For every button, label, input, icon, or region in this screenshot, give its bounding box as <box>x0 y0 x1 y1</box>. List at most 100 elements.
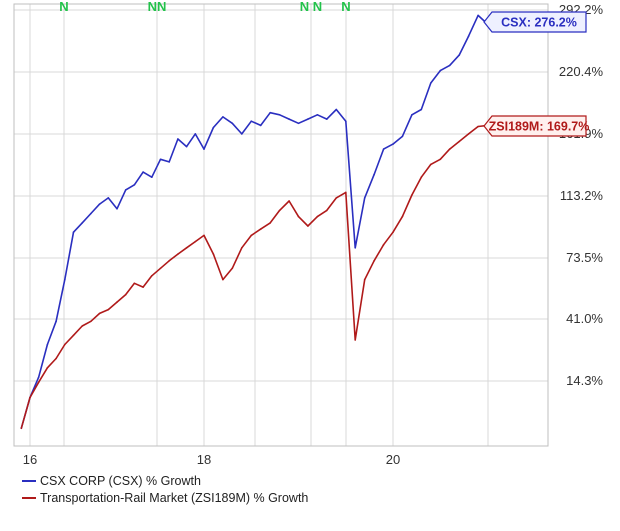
data-point-csx-19 <box>185 145 188 148</box>
data-point-csx-36 <box>345 120 347 122</box>
data-point-csx-26 <box>250 120 253 122</box>
data-point-csx-12 <box>124 189 127 191</box>
data-point-csx-25 <box>241 133 243 135</box>
data-point-rail-47 <box>448 148 451 150</box>
data-point-rail-46 <box>439 158 442 161</box>
data-point-rail-25 <box>241 247 243 249</box>
series-lines <box>20 14 489 430</box>
data-point-rail-29 <box>278 209 281 212</box>
data-point-rail-1 <box>29 396 31 399</box>
data-point-csx-11 <box>116 208 118 210</box>
data-point-rail-26 <box>250 234 253 237</box>
data-point-csx-21 <box>203 148 205 150</box>
data-point-rail-22 <box>212 253 215 255</box>
data-point-csx-10 <box>107 197 110 199</box>
series-line-csx <box>20 14 489 429</box>
data-point-csx-13 <box>133 184 136 186</box>
data-point-csx-8 <box>90 212 92 215</box>
data-point-csx-14 <box>142 171 144 173</box>
event-marker-2: N N <box>300 0 322 14</box>
event-marker-0: N <box>59 0 68 14</box>
data-point-csx-23 <box>222 116 224 118</box>
data-point-rail-6 <box>72 334 75 337</box>
plot-frame <box>13 3 549 447</box>
data-point-csx-16 <box>159 158 162 161</box>
data-point-csx-22 <box>212 126 215 129</box>
data-point-rail-20 <box>194 240 197 243</box>
x-tick-label-1: 18 <box>197 452 211 467</box>
data-point-rail-3 <box>46 367 49 369</box>
y-tick-label-1: 220.4% <box>559 64 604 79</box>
series-callouts: CSX: 276.2% ZSI189M: 169.7% <box>483 11 590 137</box>
event-marker-1: NN <box>148 0 167 14</box>
data-point-rail-33 <box>316 215 319 218</box>
callout-csx: CSX: 276.2% <box>483 11 587 33</box>
data-point-rail-12 <box>124 293 127 296</box>
data-point-rail-7 <box>81 325 83 327</box>
data-point-rail-28 <box>269 222 272 224</box>
data-point-csx-48 <box>458 54 461 56</box>
data-point-rail-42 <box>401 215 404 218</box>
data-point-rail-49 <box>467 133 470 135</box>
data-point-rail-31 <box>297 215 300 218</box>
data-point-rail-2 <box>37 381 40 384</box>
data-point-csx-24 <box>231 122 234 125</box>
y-tick-label-4: 73.5% <box>566 250 603 265</box>
legend-label-rail: Transportation-Rail Market (ZSI189M) % G… <box>40 491 308 505</box>
legend: CSX CORP (CSX) % Growth Transportation-R… <box>22 474 308 505</box>
data-point-rail-10 <box>107 308 110 311</box>
callout-label-rail: ZSI189M: 169.7% <box>489 120 590 134</box>
data-point-rail-34 <box>326 209 328 212</box>
callout-box-csx <box>483 11 587 33</box>
y-tick-label-3: 113.2% <box>560 188 604 203</box>
data-point-rail-43 <box>411 194 413 196</box>
data-point-csx-6 <box>72 231 75 233</box>
data-point-csx-45 <box>430 82 432 84</box>
data-point-rail-37 <box>354 339 357 341</box>
callout-rail: ZSI189M: 169.7% <box>483 115 590 137</box>
data-point-csx-32 <box>307 118 309 120</box>
data-point-csx-47 <box>448 64 451 67</box>
data-point-csx-43 <box>411 114 413 116</box>
legend-label-csx: CSX CORP (CSX) % Growth <box>40 474 201 488</box>
data-point-rail-50 <box>477 125 479 128</box>
data-point-csx-29 <box>278 114 281 116</box>
data-point-csx-37 <box>354 247 357 249</box>
data-point-rail-39 <box>373 260 375 262</box>
data-point-rail-19 <box>185 247 188 249</box>
data-point-rail-44 <box>420 176 423 178</box>
data-point-csx-17 <box>168 161 170 163</box>
data-point-csx-2 <box>37 376 40 378</box>
data-point-rail-8 <box>90 320 92 323</box>
data-point-rail-9 <box>98 312 101 315</box>
data-point-csx-3 <box>46 343 49 346</box>
data-point-csx-46 <box>439 69 442 72</box>
data-point-csx-34 <box>326 118 328 120</box>
data-point-csx-35 <box>335 108 338 111</box>
y-axis-ticks: 292.2%220.4%161.9%113.2%73.5%41.0%14.3% <box>559 2 604 388</box>
data-point-rail-11 <box>116 301 118 303</box>
data-point-rail-15 <box>151 275 153 277</box>
data-point-rail-38 <box>363 278 366 281</box>
x-tick-label-2: 20 <box>386 452 400 467</box>
callout-box-rail <box>483 115 587 137</box>
event-marker-3: N <box>341 0 350 14</box>
series-line-rail <box>20 124 488 429</box>
x-tick-label-0: 16 <box>23 452 37 467</box>
data-point-csx-31 <box>297 122 300 125</box>
data-point-csx-28 <box>269 111 272 114</box>
data-point-csx-40 <box>382 148 385 150</box>
data-point-csx-27 <box>259 124 262 127</box>
data-point-rail-32 <box>307 225 309 227</box>
data-point-rail-18 <box>177 253 179 255</box>
x-axis-ticks: 16 18 20 <box>23 452 400 467</box>
callout-label-csx: CSX: 276.2% <box>501 16 577 30</box>
data-point-csx-20 <box>194 133 197 135</box>
data-point-rail-36 <box>345 191 347 194</box>
data-point-csx-7 <box>81 222 83 224</box>
y-tick-label-6: 14.3% <box>566 373 603 388</box>
data-point-csx-33 <box>316 114 319 116</box>
